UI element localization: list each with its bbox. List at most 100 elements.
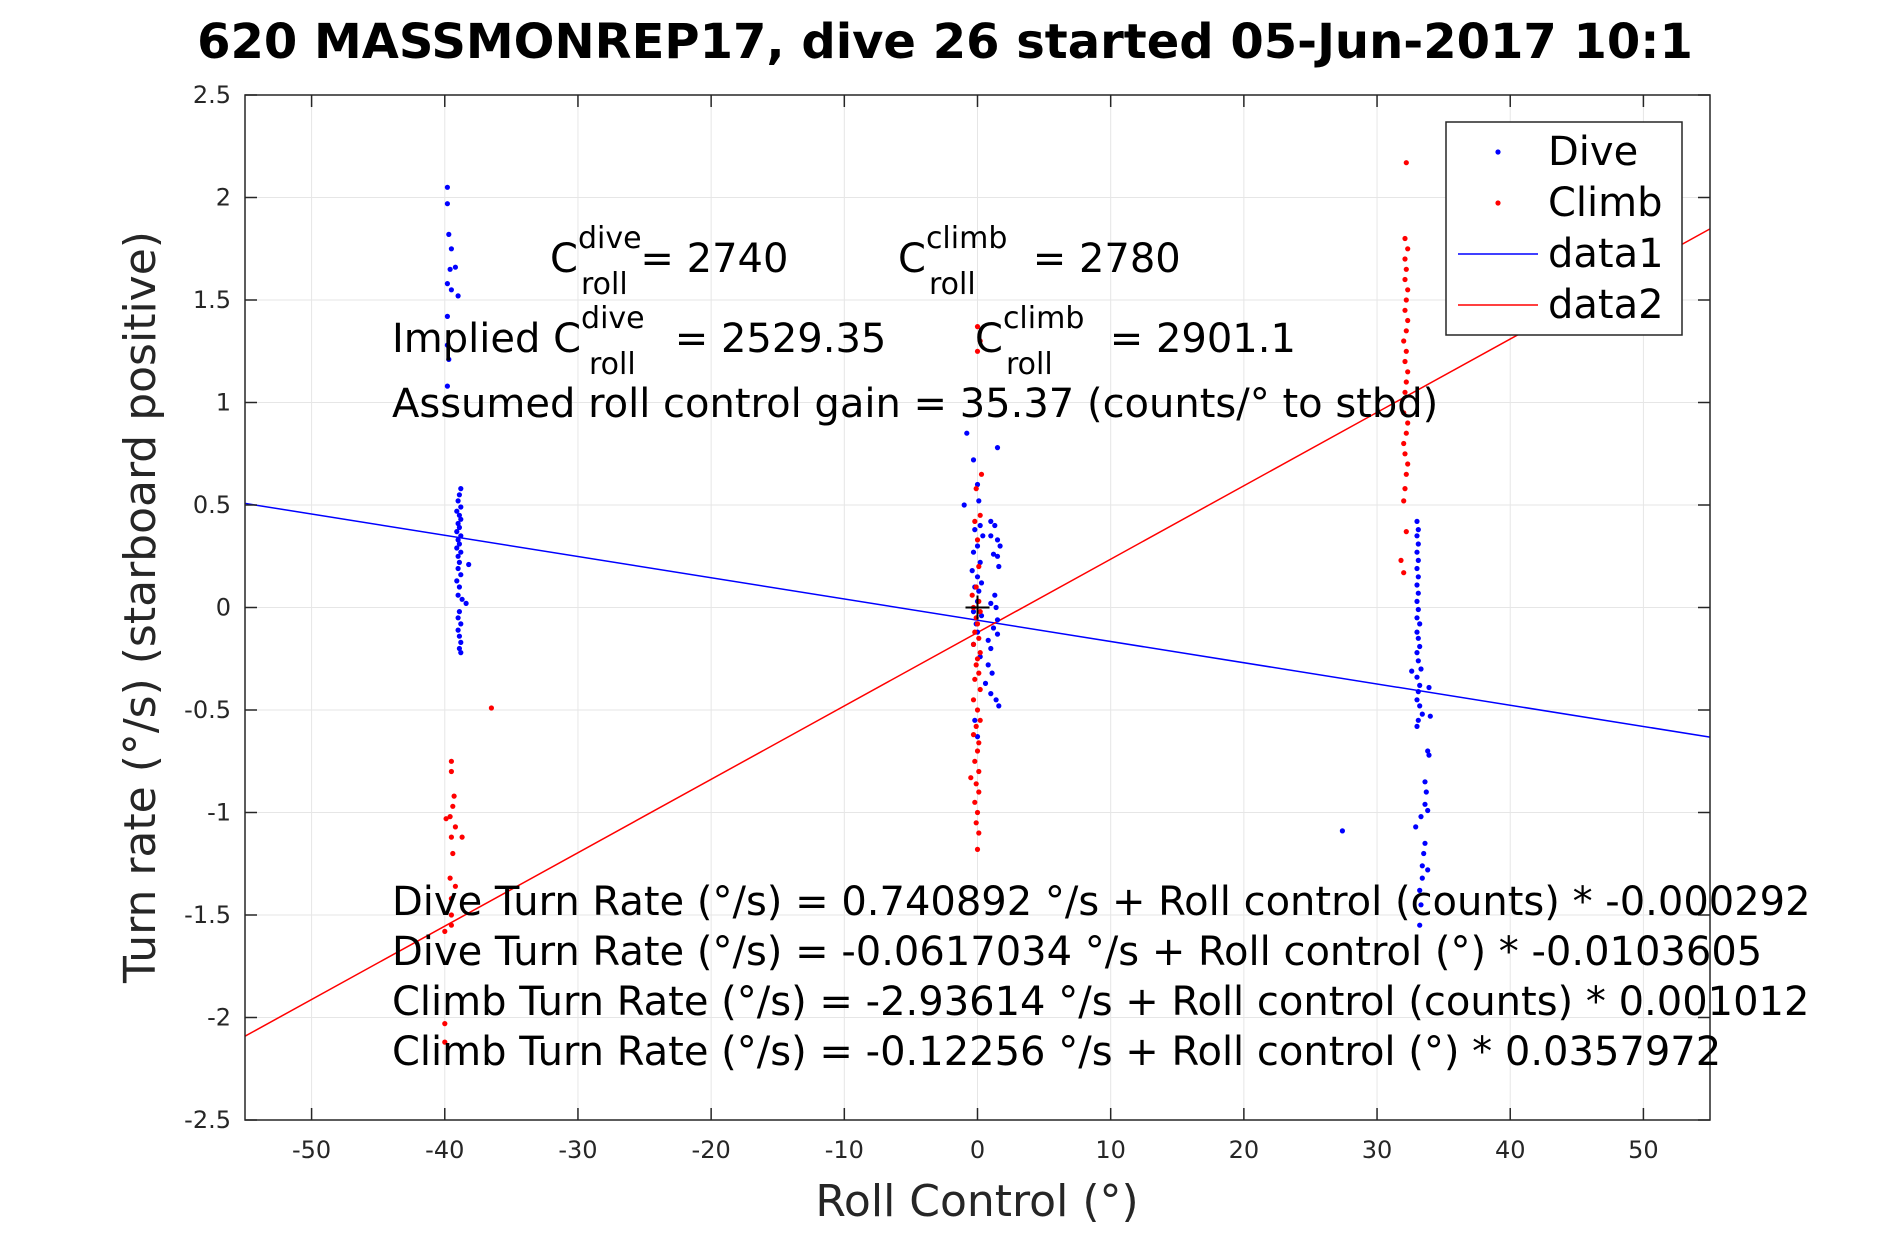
point-climb: [1401, 570, 1407, 576]
fit-line-text: Dive Turn Rate (°/s) = 0.740892 °/s + Ro…: [392, 879, 1811, 925]
point-dive: [974, 481, 981, 488]
y-tick-label: -2.5: [184, 1106, 231, 1134]
point-dive: [1417, 682, 1423, 689]
point-dive: [1419, 711, 1425, 717]
point-dive: [1422, 840, 1428, 846]
y-axis: -2.5 -2 -1.5 -1 -0.5 0 0.5 1 1.5 2 2.5: [184, 81, 1710, 1134]
point-dive: [448, 287, 454, 293]
point-climb: [977, 717, 983, 723]
point-dive: [458, 621, 464, 627]
point-dive: [978, 613, 985, 619]
y-tick-label: 2: [216, 184, 231, 212]
point-dive: [458, 504, 464, 510]
point-climb: [448, 768, 454, 775]
point-dive: [466, 561, 472, 568]
point-climb: [1402, 256, 1408, 262]
point-dive: [1414, 598, 1420, 605]
point-climb: [977, 512, 983, 518]
point-dive: [456, 541, 462, 547]
point-climb: [447, 875, 453, 881]
point-climb: [976, 830, 982, 836]
point-dive: [1415, 635, 1421, 641]
legend-box: [1445, 121, 1683, 336]
x-tick-label: -10: [825, 1136, 864, 1164]
point-dive: [988, 691, 994, 697]
point-climb: [1398, 557, 1404, 564]
point-dive: [1414, 615, 1420, 621]
point-climb: [974, 707, 981, 713]
point-dive: [985, 637, 991, 643]
point-climb: [1403, 430, 1409, 436]
point-dive: [1422, 801, 1428, 807]
point-climb: [488, 705, 494, 711]
point-dive: [1418, 666, 1424, 672]
point-dive: [1415, 717, 1421, 723]
point-dive: [1415, 606, 1421, 613]
x-axis-label: Roll Control (°): [815, 1176, 1138, 1227]
point-climb: [968, 775, 974, 781]
x-tick-label: -20: [692, 1136, 731, 1164]
point-dive: [1418, 902, 1424, 908]
x-tick-label: -50: [292, 1136, 331, 1164]
point-dive: [1417, 643, 1423, 650]
point-climb: [448, 922, 454, 928]
point-dive: [994, 445, 1001, 451]
point-climb: [1403, 328, 1409, 334]
point-climb: [976, 768, 982, 775]
point-climb: [448, 912, 454, 918]
point-dive: [456, 512, 462, 518]
point-dive: [997, 543, 1003, 549]
point-dive: [1417, 621, 1423, 627]
point-dive: [458, 486, 464, 492]
point-dive: [455, 520, 461, 527]
point-climb: [1403, 348, 1409, 354]
point-climb: [1405, 246, 1411, 252]
y-tick-label: -0.5: [184, 696, 231, 724]
point-dive: [456, 492, 462, 498]
point-dive: [444, 383, 450, 389]
point-dive: [444, 184, 450, 190]
point-dive: [1419, 863, 1425, 869]
point-dive: [455, 293, 461, 299]
point-dive: [458, 549, 464, 555]
point-climb: [443, 816, 449, 822]
point-dive: [977, 559, 983, 566]
fit-line-text: Climb Turn Rate (°/s) = -2.93614 °/s + R…: [392, 979, 1809, 1025]
point-climb: [1401, 498, 1407, 504]
point-dive: [454, 545, 460, 551]
point-dive: [446, 231, 452, 237]
point-dive: [989, 670, 995, 676]
point-dive: [456, 633, 462, 639]
chart-title: 620 MASSMONREP17, dive 26 started 05-Jun…: [197, 14, 1693, 70]
point-dive: [974, 543, 981, 549]
point-dive: [1414, 518, 1420, 525]
point-dive: [444, 342, 450, 348]
point-climb: [973, 781, 979, 787]
y-tick-label: -1: [207, 799, 231, 827]
point-dive: [456, 584, 462, 590]
point-dive: [1414, 549, 1420, 555]
point-climb: [973, 723, 979, 730]
point-climb: [976, 740, 982, 746]
x-tick-label: 50: [1628, 1136, 1659, 1164]
point-dive: [994, 631, 1001, 637]
point-climb: [1405, 369, 1411, 375]
point-dive: [458, 516, 464, 522]
point-climb: [970, 641, 977, 648]
point-dive: [972, 527, 978, 533]
point-climb: [973, 584, 979, 590]
x-tick-label: 10: [1095, 1136, 1126, 1164]
fit-line-data1: [244, 502, 1711, 738]
point-dive: [1417, 887, 1423, 894]
point-dive: [1414, 697, 1420, 703]
point-dive: [459, 596, 465, 602]
point-dive: [1419, 875, 1425, 881]
point-dive: [454, 578, 460, 584]
point-dive: [454, 508, 460, 514]
point-climb: [1401, 440, 1407, 447]
point-dive: [988, 533, 994, 539]
y-tick-label: 1.5: [193, 286, 231, 314]
point-dive: [994, 617, 1001, 623]
point-dive: [455, 615, 461, 621]
